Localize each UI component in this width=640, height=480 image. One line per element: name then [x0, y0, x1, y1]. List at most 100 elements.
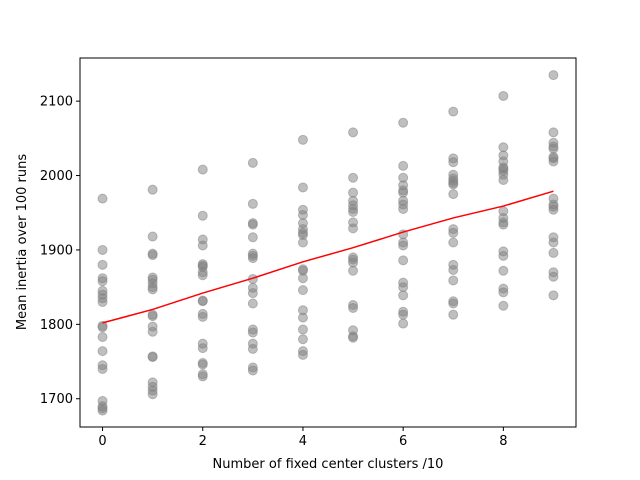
scatter-point [97, 244, 108, 255]
y-axis-ticks: 1700 1800 1900 2000 2100 [40, 95, 80, 407]
scatter-point [247, 198, 258, 209]
scatter-point [297, 182, 308, 193]
scatter-point [297, 285, 308, 296]
scatter-point [448, 106, 459, 117]
scatter-point [448, 157, 459, 168]
y-tick-label: 2000 [40, 169, 73, 184]
y-tick-label: 1700 [40, 392, 73, 407]
scatter-point [498, 300, 509, 311]
scatter-point [548, 143, 559, 154]
scatter-point [197, 359, 208, 370]
scatter-point [247, 327, 258, 338]
y-axis-label: Mean inertia over 100 runs [15, 154, 30, 330]
scatter-point [348, 265, 359, 276]
scatter-point [548, 247, 559, 258]
y-tick-label: 1800 [40, 318, 73, 333]
scatter-point [297, 209, 308, 220]
scatter-point [247, 219, 258, 230]
scatter-point [348, 206, 359, 217]
scatter-point [398, 255, 409, 266]
scatter-point [97, 297, 108, 308]
scatter-point [348, 257, 359, 268]
scatter-point [297, 349, 308, 360]
scatter-point [147, 184, 158, 195]
scatter-point [448, 227, 459, 238]
scatter-point [247, 288, 258, 299]
y-tick-label: 1900 [40, 243, 73, 258]
plot-frame [79, 57, 577, 428]
scatter-point [97, 193, 108, 204]
scatter-point [97, 363, 108, 374]
x-tick-label: 6 [399, 434, 407, 449]
scatter-point [247, 343, 258, 354]
scatter-point [247, 253, 258, 264]
scatter-point [97, 331, 108, 342]
scatter-point [348, 172, 359, 183]
scatter-point [548, 271, 559, 282]
scatter-point [247, 365, 258, 376]
scatter-point [498, 90, 509, 101]
scatter-point [197, 164, 208, 175]
scatter-point [297, 273, 308, 284]
scatter-point [247, 157, 258, 168]
scatter-point [297, 237, 308, 248]
scatter-point [398, 318, 409, 329]
scatter-point [97, 346, 108, 357]
x-tick-label: 2 [199, 434, 207, 449]
y-tick-label: 2100 [40, 95, 73, 110]
scatter-point [398, 204, 409, 215]
scatter-point [297, 312, 308, 323]
scatter-point [548, 156, 559, 167]
scatter-point [297, 134, 308, 145]
scatter-point [147, 231, 158, 242]
scatter-point [448, 237, 459, 248]
x-tick-label: 4 [299, 434, 307, 449]
scatter-point [197, 296, 208, 307]
scatter-point [247, 298, 258, 309]
scatter-point [548, 290, 559, 301]
mean-line-layer [102, 190, 554, 324]
scatter-point [448, 179, 459, 190]
scatter-point [498, 287, 509, 298]
scatter-point [147, 284, 158, 295]
scatter-point [297, 324, 308, 335]
scatter-point [498, 175, 509, 186]
scatter-point [197, 240, 208, 251]
scatter-point [448, 298, 459, 309]
scatter-point [97, 322, 108, 333]
scatter-point [348, 223, 359, 234]
scatter-point [147, 389, 158, 400]
scatter-point [97, 259, 108, 270]
scatter-point [548, 204, 559, 215]
scatter-point [197, 343, 208, 354]
scatter-point [498, 219, 509, 230]
mean-inertia-line [102, 190, 554, 324]
scatter-point [147, 250, 158, 261]
x-axis-label: Number of fixed center clusters /10 [213, 457, 444, 472]
scatter-point [498, 265, 509, 276]
scatter-point [398, 282, 409, 293]
scatter-point [398, 240, 409, 251]
scatter-point [197, 210, 208, 221]
scatter-point [548, 127, 559, 138]
scatter-point [348, 302, 359, 313]
scatter-point [97, 276, 108, 287]
scatter-point [448, 309, 459, 320]
scatter-point [398, 117, 409, 128]
scatter-point [348, 127, 359, 138]
scatter-point [448, 275, 459, 286]
x-tick-label: 0 [98, 434, 106, 449]
scatter-point [297, 334, 308, 345]
scatter-point [498, 250, 509, 261]
x-tick-label: 8 [499, 434, 507, 449]
scatter-point [548, 237, 559, 248]
scatter-point [448, 265, 459, 276]
scatter-point [147, 352, 158, 363]
scatter-points [97, 70, 559, 416]
scatter-point [147, 326, 158, 337]
scatter-point [197, 270, 208, 281]
scatter-point [398, 309, 409, 320]
x-axis-ticks: 0 2 4 6 8 [98, 427, 507, 449]
scatter-point [147, 311, 158, 322]
